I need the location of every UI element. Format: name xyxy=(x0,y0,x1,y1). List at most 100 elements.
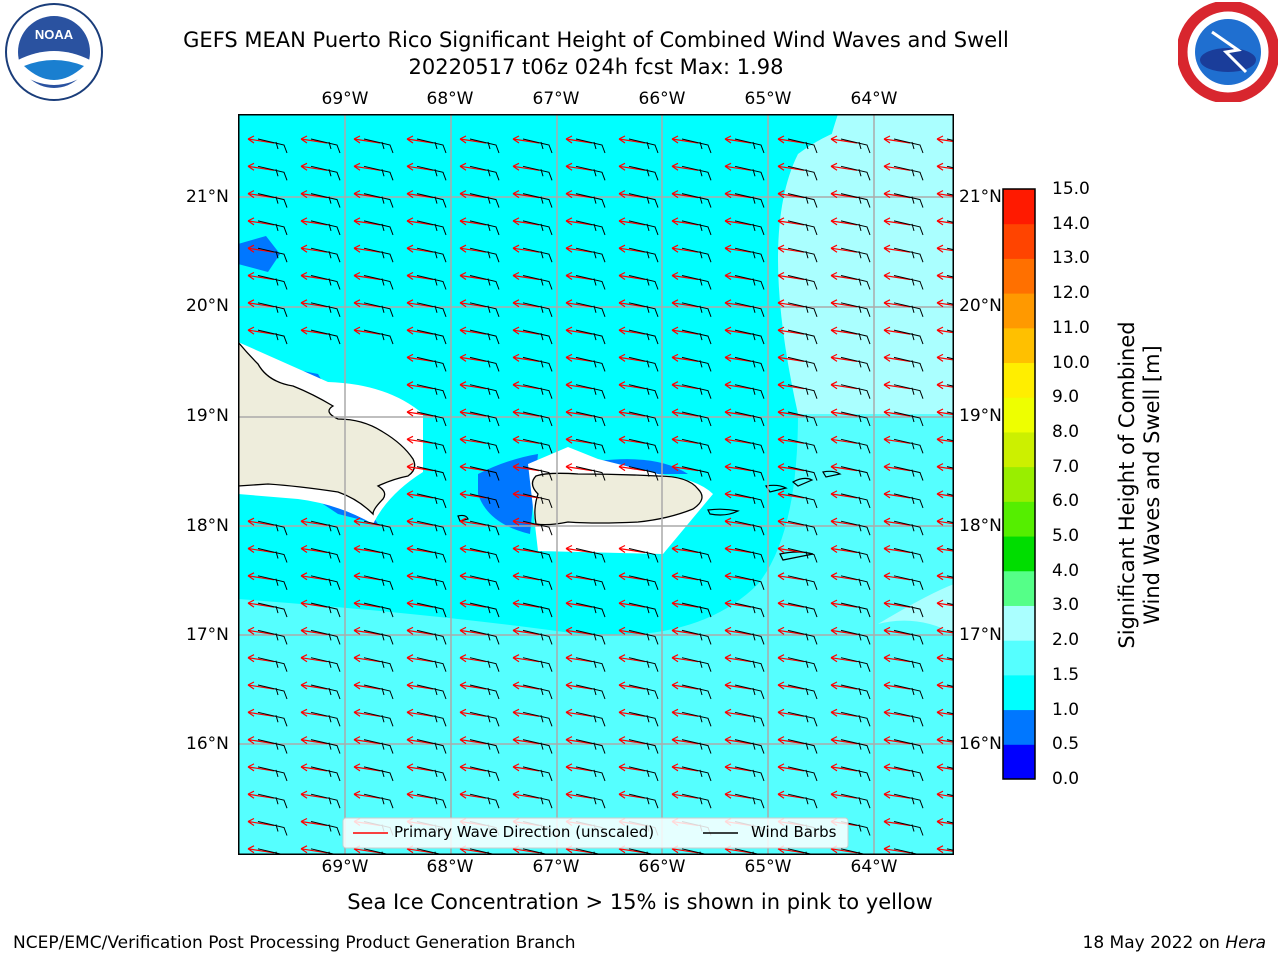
wave-direction-arrow xyxy=(724,408,752,417)
wave-direction-arrow xyxy=(671,190,699,199)
wave-direction-arrow xyxy=(512,217,540,226)
wave-direction-arrow xyxy=(671,790,699,799)
wind-barb xyxy=(628,575,659,590)
wind-barb xyxy=(734,548,765,563)
wind-barb xyxy=(363,711,394,727)
wind-barb xyxy=(734,684,765,700)
colorbar-segment xyxy=(1003,709,1035,745)
wind-barb xyxy=(734,193,765,208)
wave-direction-arrow xyxy=(724,790,752,799)
wind-barb xyxy=(840,739,871,754)
wind-barb xyxy=(840,165,871,181)
wave-direction-arrow xyxy=(830,135,858,144)
wave-direction-arrow xyxy=(406,599,434,608)
wind-barb xyxy=(628,356,659,372)
lat-label-right: 17°N xyxy=(959,625,1002,645)
wave-direction-arrow xyxy=(353,517,381,526)
wind-barb xyxy=(575,275,606,290)
wave-direction-arrow xyxy=(671,408,699,417)
wave-direction-arrow xyxy=(724,353,752,362)
wave-direction-arrow xyxy=(830,381,858,390)
wave-direction-arrow xyxy=(830,326,858,335)
wind-barb xyxy=(416,711,447,727)
wave-direction-arrow xyxy=(671,681,699,690)
lon-label-top: 69°W xyxy=(321,89,369,109)
wind-barb xyxy=(257,165,288,181)
wave-direction-arrow xyxy=(565,244,593,253)
wind-barb xyxy=(575,711,606,727)
wind-barb xyxy=(681,275,712,290)
wave-direction-arrow xyxy=(777,626,805,635)
wind-barb xyxy=(310,138,341,154)
wave-direction-arrow xyxy=(406,244,434,253)
colorbar-segment xyxy=(1003,223,1035,259)
wind-barb xyxy=(469,384,500,399)
colorbar-segment xyxy=(1003,431,1035,468)
wave-direction-arrow xyxy=(883,463,911,472)
wind-barb xyxy=(575,766,606,782)
wind-barb xyxy=(787,711,818,727)
lon-label-bottom: 65°W xyxy=(744,857,792,877)
contour-band-pale xyxy=(878,584,954,634)
wind-barb xyxy=(840,548,871,563)
land-virgin-islands xyxy=(822,470,842,478)
wave-direction-arrow xyxy=(830,435,858,444)
wind-barb xyxy=(257,602,288,618)
wind-barb xyxy=(628,629,659,645)
wave-direction-arrow xyxy=(883,599,911,608)
colorbar-segment xyxy=(1003,501,1035,537)
wind-barb xyxy=(734,302,765,317)
wind-barb xyxy=(416,247,447,263)
wave-direction-arrow xyxy=(724,217,752,226)
colorbar-segment xyxy=(1003,674,1035,711)
wind-barb xyxy=(734,493,765,509)
wave-direction-arrow xyxy=(883,681,911,690)
wind-barb xyxy=(575,220,606,236)
wind-barb xyxy=(522,739,553,754)
wind-barb xyxy=(628,766,659,782)
wind-barb xyxy=(893,384,924,399)
colorbar-tick-label: 0.5 xyxy=(1052,734,1080,755)
wave-direction-arrow xyxy=(512,135,540,144)
wind-barb xyxy=(681,684,712,700)
wind-barb xyxy=(787,684,818,700)
wave-direction-arrow xyxy=(247,790,275,799)
wave-direction-arrow xyxy=(353,544,381,554)
wind-barb xyxy=(893,275,924,290)
wind-barb xyxy=(893,220,924,236)
wave-direction-arrow xyxy=(883,244,911,253)
wind-barb xyxy=(734,793,765,809)
wind-barb xyxy=(257,766,288,782)
lat-label-left: 19°N xyxy=(186,406,229,426)
wind-barb xyxy=(575,411,606,427)
wind-barb xyxy=(310,575,341,590)
wind-barb xyxy=(734,275,765,290)
colorbar-segment xyxy=(1003,327,1035,364)
wind-barb xyxy=(681,165,712,181)
wind-barb xyxy=(734,629,765,645)
wind-barb xyxy=(522,165,553,181)
wind-barb xyxy=(893,138,924,154)
wave-direction-arrow xyxy=(353,654,381,663)
wind-barb xyxy=(522,302,553,317)
wind-barb xyxy=(363,575,394,590)
wind-barb xyxy=(893,302,924,317)
wave-direction-arrow xyxy=(883,708,911,717)
wave-direction-arrow xyxy=(618,626,646,635)
wind-barb xyxy=(416,466,447,481)
wind-barb xyxy=(840,657,871,672)
wind-barb xyxy=(575,329,606,345)
colorbar-tick-label: 13.0 xyxy=(1052,248,1090,269)
lon-label-top: 64°W xyxy=(850,89,898,109)
wave-direction-arrow xyxy=(512,381,540,390)
wave-direction-arrow xyxy=(883,517,911,526)
colorbar-segment xyxy=(1003,640,1035,676)
wave-direction-arrow xyxy=(671,135,699,144)
land-virgin-islands xyxy=(791,477,814,487)
wind-barb xyxy=(628,657,659,672)
wave-direction-arrow xyxy=(353,708,381,717)
lon-label-bottom: 66°W xyxy=(638,857,686,877)
wave-direction-arrow xyxy=(300,517,328,526)
wave-direction-arrow xyxy=(883,408,911,417)
wave-direction-arrow xyxy=(353,271,381,281)
